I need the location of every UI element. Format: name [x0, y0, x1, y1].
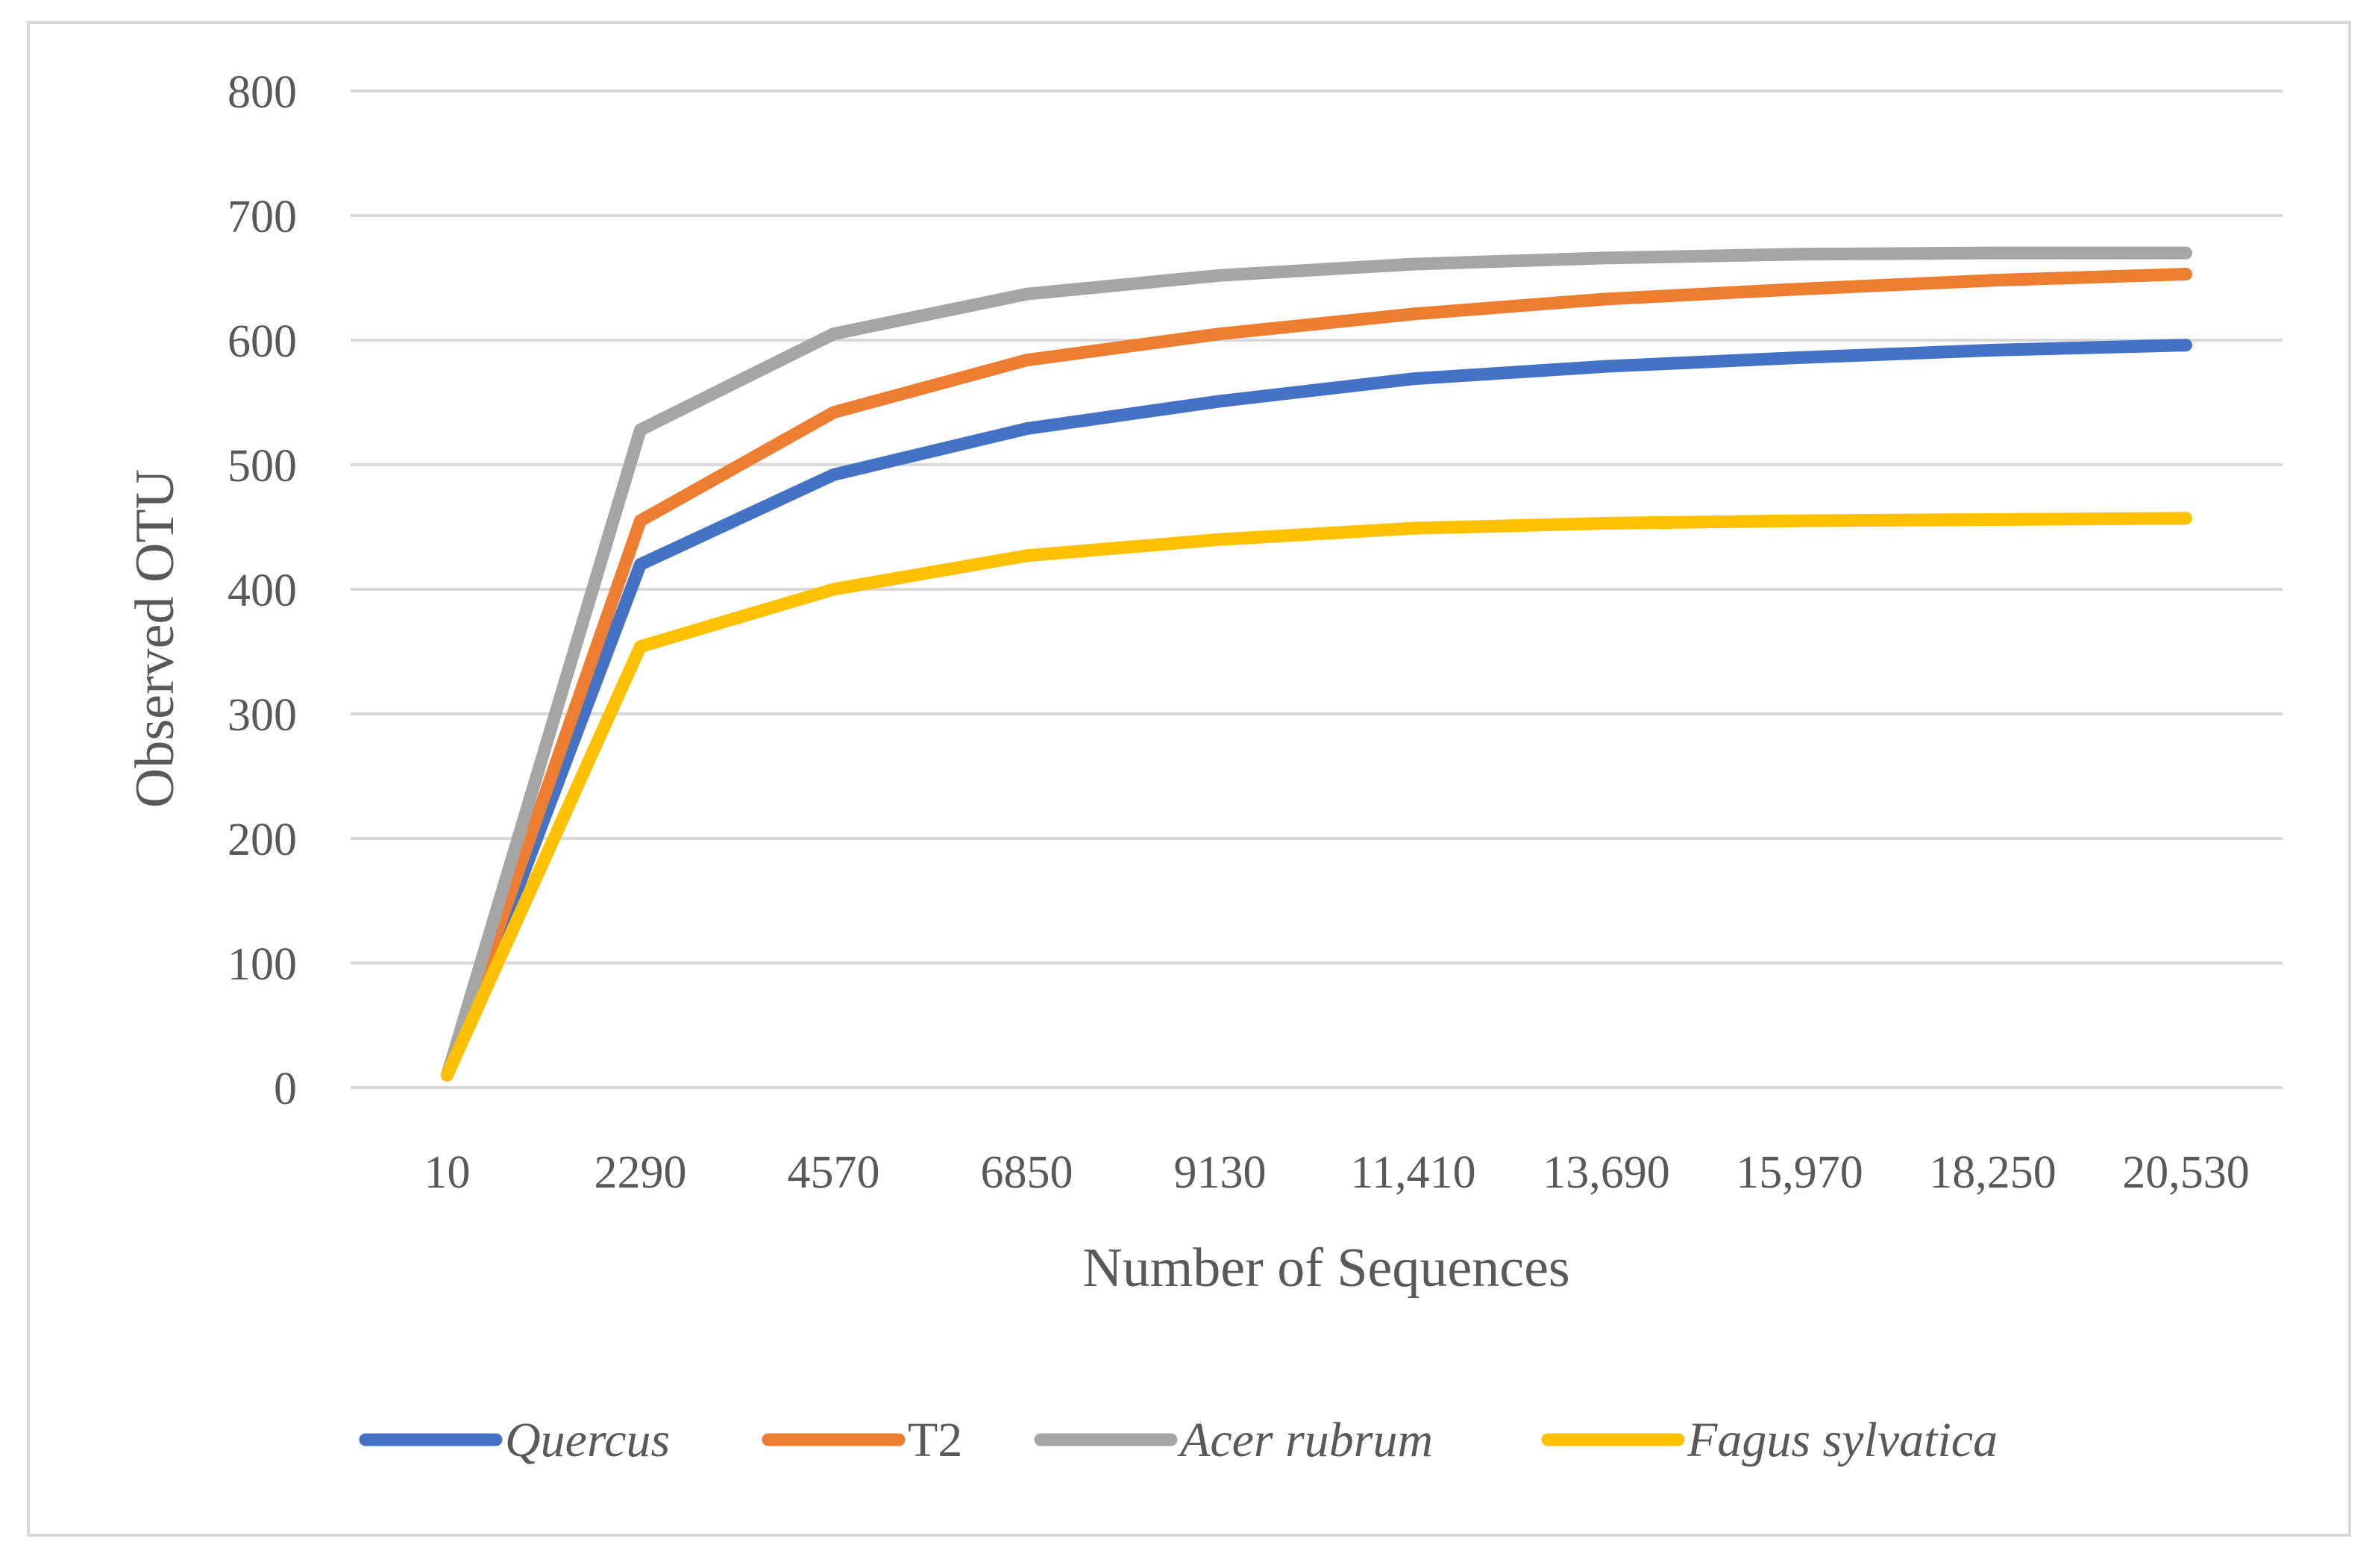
x-tick-label: 10 — [424, 1147, 471, 1198]
series-line-acer-rubrum — [441, 246, 2192, 1082]
y-tick-label: 400 — [228, 565, 297, 616]
legend-label: Fagus sylvatica — [1687, 1413, 1998, 1467]
y-tick-label: 0 — [274, 1064, 297, 1114]
y-tick-label: 800 — [228, 67, 297, 118]
legend-item: T2 — [762, 1413, 962, 1467]
x-tick-label: 11,410 — [1350, 1147, 1475, 1198]
series-line-quercus — [441, 339, 2192, 1082]
legend-label: Acer rubrum — [1177, 1413, 1433, 1467]
legend-label: T2 — [908, 1413, 962, 1467]
series-line-fagus-sylvatica — [441, 512, 2192, 1082]
legend-item: Quercus — [359, 1413, 670, 1467]
x-tick-label: 2290 — [594, 1147, 687, 1198]
legend: Quercus T2 Acer rubrum Fagus sylvatica — [359, 1413, 1998, 1467]
gridlines — [351, 90, 2283, 1089]
y-axis-ticks: 0 100 200 300 400 500 600 700 800 — [228, 67, 297, 1114]
y-tick-label: 200 — [228, 815, 297, 865]
y-tick-label: 300 — [228, 690, 297, 741]
y-tick-label: 700 — [228, 192, 297, 242]
y-tick-label: 600 — [228, 316, 297, 367]
x-axis-title: Number of Sequences — [1082, 1238, 1569, 1299]
x-tick-label: 15,970 — [1736, 1147, 1863, 1198]
legend-label: Quercus — [505, 1413, 670, 1467]
legend-item: Acer rubrum — [1034, 1413, 1433, 1467]
x-tick-label: 4570 — [788, 1147, 880, 1198]
x-tick-label: 13,690 — [1543, 1147, 1670, 1198]
y-axis-title: Observed OTU — [125, 469, 186, 808]
y-tick-label: 500 — [228, 441, 297, 492]
series-lines — [441, 246, 2192, 1082]
x-tick-label: 18,250 — [1929, 1147, 2057, 1198]
x-tick-label: 20,530 — [2122, 1147, 2250, 1198]
y-tick-label: 100 — [228, 939, 297, 990]
x-axis-ticks: 10 2290 4570 6850 9130 11,410 13,690 15,970 18,2… — [424, 1147, 2250, 1198]
legend-item: Fagus sylvatica — [1541, 1413, 1998, 1467]
x-tick-label: 6850 — [981, 1147, 1073, 1198]
x-tick-label: 9130 — [1174, 1147, 1267, 1198]
series-line-t2 — [441, 268, 2192, 1082]
